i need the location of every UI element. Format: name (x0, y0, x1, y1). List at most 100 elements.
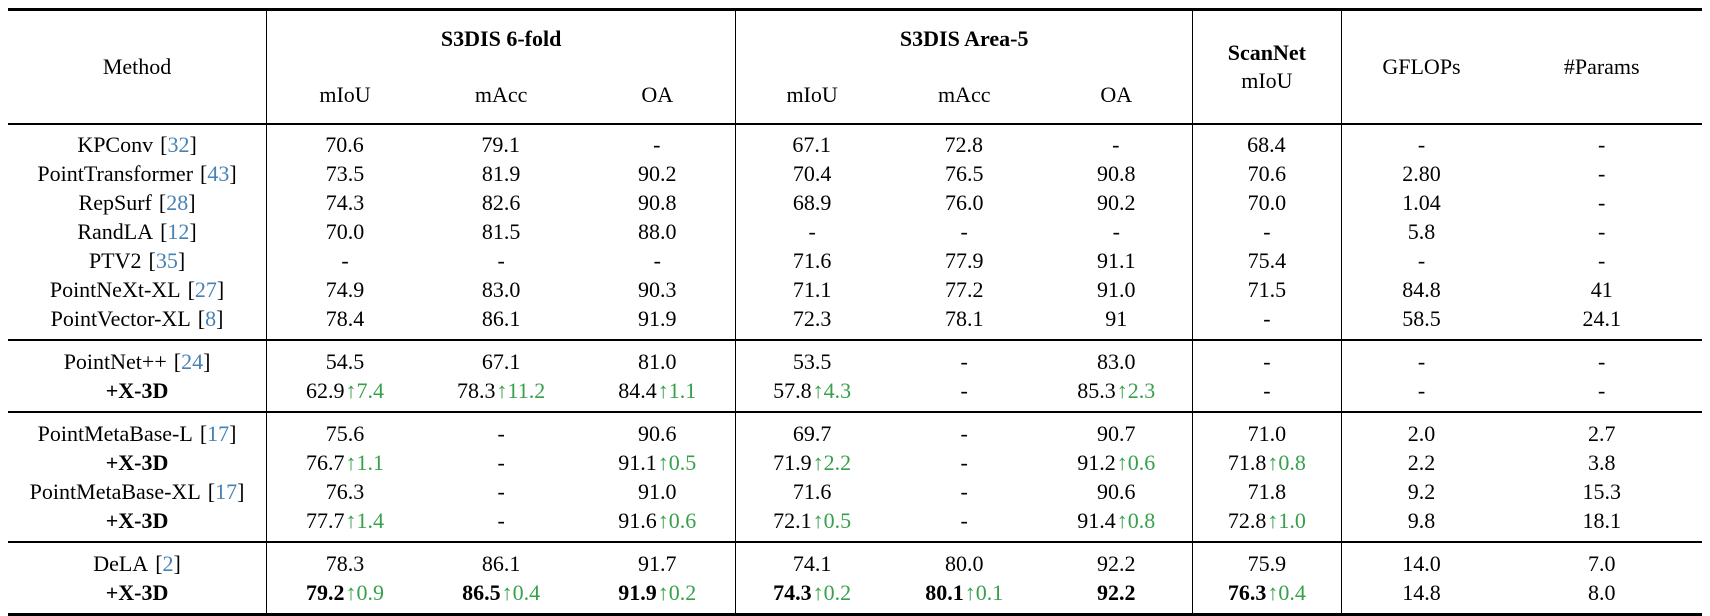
cell-area5-oa: 91.4↑0.8 (1040, 505, 1194, 542)
cell-scannet-miou: 71.5 (1192, 274, 1342, 304)
value: 86.1 (481, 550, 521, 576)
value: 69.7 (792, 420, 832, 446)
cell-s3dis6-miou: 78.4 (267, 304, 423, 340)
header-s3dis6-miou: mIoU (266, 66, 423, 125)
citation-link[interactable]: [28] (159, 190, 196, 215)
method-name: PointNeXt-XL (49, 276, 181, 302)
cell-area5-oa: 90.7 (1040, 410, 1194, 448)
delta-up: ↑0.8 (1116, 507, 1156, 533)
citation-link[interactable]: [27] (188, 277, 225, 302)
cell-method: DeLA [2] (8, 540, 268, 578)
cell-scannet-miou: 75.4 (1192, 245, 1342, 275)
cell-s3dis6-macc: - (422, 410, 580, 448)
value: - (1417, 348, 1426, 374)
value: 79.2 (306, 579, 345, 605)
value: 83.0 (481, 276, 521, 302)
cell-s3dis6-macc: 86.5↑0.4 (423, 578, 579, 615)
value: - (1598, 377, 1606, 403)
value: 80.0 (944, 550, 984, 576)
cell-area5-oa: 85.3↑2.3 (1040, 375, 1194, 412)
bracket-open: [ (187, 276, 195, 302)
cell-scannet-miou: 71.0 (1192, 410, 1342, 448)
citation-link[interactable]: [43] (200, 161, 237, 186)
bracket-open: [ (148, 247, 156, 273)
value: 80.1 (925, 579, 964, 605)
cell-s3dis6-miou: 79.2↑0.9 (267, 578, 423, 615)
value: 72.8 (944, 131, 983, 157)
cell-area5-oa: 92.2 (1040, 540, 1194, 578)
cell-s3dis6-macc: 81.9 (423, 159, 579, 188)
cell-scannet-miou: - (1192, 375, 1342, 412)
cell-area5-miou: 70.4 (736, 159, 888, 188)
value: - (960, 420, 968, 446)
value: 91.2 (1077, 449, 1116, 475)
value: 76.5 (944, 160, 984, 186)
value: 18.1 (1582, 507, 1621, 533)
header-group-s3dis-6fold: S3DIS 6-fold (266, 9, 737, 67)
citation-link[interactable]: [24] (174, 349, 211, 374)
citation-link[interactable]: [32] (160, 132, 197, 157)
value: 90.6 (1097, 478, 1136, 504)
cell-s3dis6-oa: - (579, 123, 737, 159)
results-table: Method S3DIS 6-fold S3DIS Area-5 ScanNet… (8, 8, 1702, 616)
value: 91.0 (1097, 276, 1136, 302)
value: 54.5 (325, 348, 365, 374)
cell-s3dis6-macc: 81.5 (423, 217, 579, 246)
value: 71.5 (1247, 276, 1287, 302)
cell-area5-oa: 91.2↑0.6 (1040, 447, 1194, 477)
value: 71.6 (792, 478, 832, 504)
citation-link[interactable]: [12] (160, 219, 197, 244)
cell-s3dis6-macc: - (423, 246, 579, 275)
value: 76.0 (944, 189, 984, 215)
cell-params: - (1501, 376, 1702, 412)
table-row: PointTransformer [43] 73.5 81.9 90.2 70.4… (8, 158, 1702, 188)
citation-link[interactable]: [35] (149, 248, 186, 273)
value: - (960, 377, 968, 403)
bracket-open: [ (200, 160, 208, 186)
value: - (497, 420, 505, 446)
value: 88.0 (638, 218, 677, 244)
bracket-close: ] (189, 131, 197, 157)
table-row: PTV2 [35] - - - 71.6 77.9 91.1 75.4 - - (8, 245, 1702, 275)
cell-area5-macc: 80.0 (888, 540, 1041, 578)
value: 92.2 (1097, 550, 1136, 576)
value: 77.9 (944, 247, 984, 273)
value: 68.4 (1247, 131, 1286, 157)
value: 92.2 (1097, 579, 1136, 605)
method-name: PTV2 (88, 247, 142, 273)
cell-method: +X-3D (8, 375, 268, 412)
value: 72.8 (1227, 507, 1267, 533)
table-row: +X-3D 77.7↑1.4 - 91.6↑0.6 72.1↑0.5 - 91.… (8, 505, 1702, 542)
cell-params: - (1501, 159, 1702, 188)
header-group-s3dis-area5: S3DIS Area-5 (735, 9, 1194, 67)
value: 2.2 (1407, 449, 1436, 475)
cell-params: - (1501, 188, 1702, 217)
value: 84.4 (618, 377, 657, 403)
citation-link[interactable]: [17] (200, 421, 237, 446)
citation-number: 2 (162, 550, 174, 576)
value: 86.1 (481, 305, 521, 331)
cell-method: PointNet++ [24] (8, 338, 268, 376)
value: - (341, 247, 349, 273)
cell-params: 41 (1501, 275, 1702, 304)
value: 2.7 (1587, 420, 1616, 446)
cell-gflops: - (1341, 124, 1501, 159)
cell-s3dis6-oa: 91.1↑0.5 (579, 447, 737, 477)
delta-up: ↑0.6 (1116, 449, 1156, 475)
table-row: DeLA [2] 78.3 86.1 91.7 74.1 80.0 92.2 75… (8, 540, 1702, 578)
value: 71.8 (1247, 478, 1287, 504)
cell-scannet-miou: 70.0 (1192, 187, 1342, 217)
value: - (1112, 131, 1120, 157)
cell-area5-macc: - (888, 448, 1040, 477)
cell-params: 18.1 (1501, 506, 1702, 542)
cell-params: 8.0 (1501, 578, 1702, 615)
header-area5-macc: mAcc (888, 66, 1041, 125)
citation-link[interactable]: [8] (198, 306, 224, 331)
citation-link[interactable]: [2] (155, 551, 181, 576)
cell-scannet-miou: 76.3↑0.4 (1192, 577, 1342, 614)
cell-s3dis6-miou: 74.9 (267, 275, 423, 304)
cell-area5-miou: 71.6 (736, 477, 888, 506)
value: - (960, 478, 968, 504)
citation-link[interactable]: [17] (208, 479, 245, 504)
value: 78.3 (457, 377, 496, 403)
